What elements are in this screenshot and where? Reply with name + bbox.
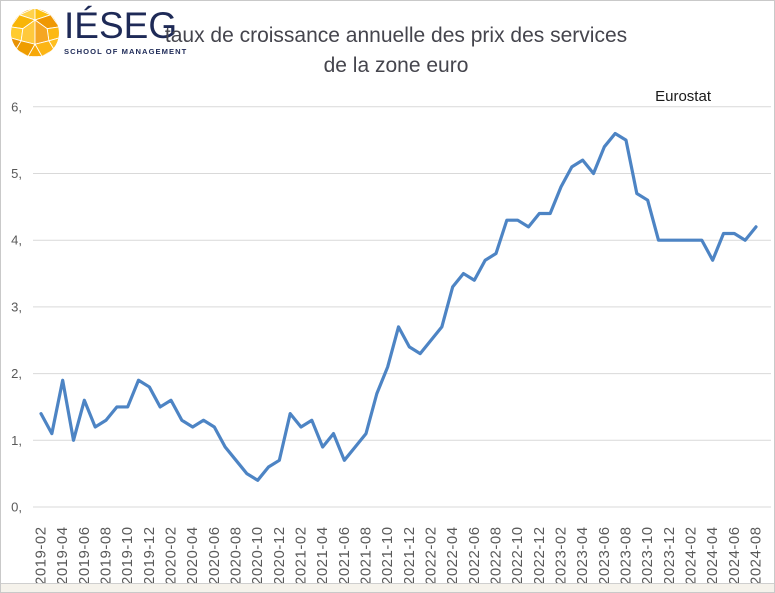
x-tick-label: 2023-10 [639,526,656,585]
x-tick-label: 2023-02 [553,526,570,585]
x-tick-label: 2023-08 [618,526,635,585]
x-tick-label: 2020-12 [271,526,288,585]
page-bottom-strip [1,583,774,592]
x-tick-label: 2020-04 [184,526,201,585]
chart-title: taux de croissance annuelle des prix des… [41,21,751,81]
x-tick-label: 2021-12 [401,526,418,585]
x-tick-label: 2021-02 [293,526,310,585]
line-chart: 0, 1, 2, 3, 4, 5, 6, 2019-02 2019-04 2019-06 2019-… [11,99,771,585]
x-tick-label: 2019-10 [119,526,136,585]
x-tick-label: 2024-02 [683,526,700,585]
y-tick-label: 0, [11,500,22,515]
y-tick-label: 2, [11,366,22,381]
x-tick-label: 2024-08 [748,526,765,585]
source-label: Eurostat [655,88,711,105]
x-tick-label: 2019-08 [98,526,115,585]
x-tick-label: 2020-08 [228,526,245,585]
logo-text-block: IÉSEG SCHOOL OF MANAGEMENT [64,5,188,57]
x-tick-label: 2019-02 [33,526,50,585]
x-tick-label: 2020-02 [163,526,180,585]
x-tick-label: 2022-10 [509,526,526,585]
x-tick-label: 2019-06 [76,526,93,585]
ieseg-logo: IÉSEG SCHOOL OF MANAGEMENT [9,6,187,60]
ieseg-globe-icon [11,9,59,57]
x-tick-label: 2024-04 [704,526,721,585]
x-tick-label: 2019-04 [54,526,71,585]
x-tick-label: 2020-06 [206,526,223,585]
chart-title-line1: taux de croissance annuelle des prix des… [164,24,628,47]
x-tick-label: 2023-04 [574,526,591,585]
x-tick-label: 2022-08 [488,526,505,585]
x-tick-label: 2021-04 [314,526,331,585]
y-tick-label: 6, [11,99,22,114]
y-tick-label: 4, [11,233,22,248]
x-tick-label: 2023-12 [661,526,678,585]
x-tick-label: 2021-06 [336,526,353,585]
x-tick-label: 2023-06 [596,526,613,585]
x-tick-label: 2022-02 [423,526,440,585]
chart-title-line2: de la zone euro [323,54,469,77]
x-tick-label: 2022-12 [531,526,548,585]
x-tick-label: 2024-06 [726,526,743,585]
y-tick-label: 5, [11,166,22,181]
y-tick-label: 1, [11,433,22,448]
logo-brand-text: IÉSEG [64,5,178,46]
x-tick-label: 2022-04 [444,526,461,585]
logo-tagline-text: SCHOOL OF MANAGEMENT [64,47,188,56]
y-tick-label: 3, [11,299,22,314]
x-tick-label: 2020-10 [249,526,266,585]
x-tick-label: 2021-10 [379,526,396,585]
x-tick-label: 2022-06 [466,526,483,585]
data-series-line [39,131,758,482]
x-tick-label: 2021-08 [358,526,375,585]
x-tick-label: 2019-12 [141,526,158,585]
